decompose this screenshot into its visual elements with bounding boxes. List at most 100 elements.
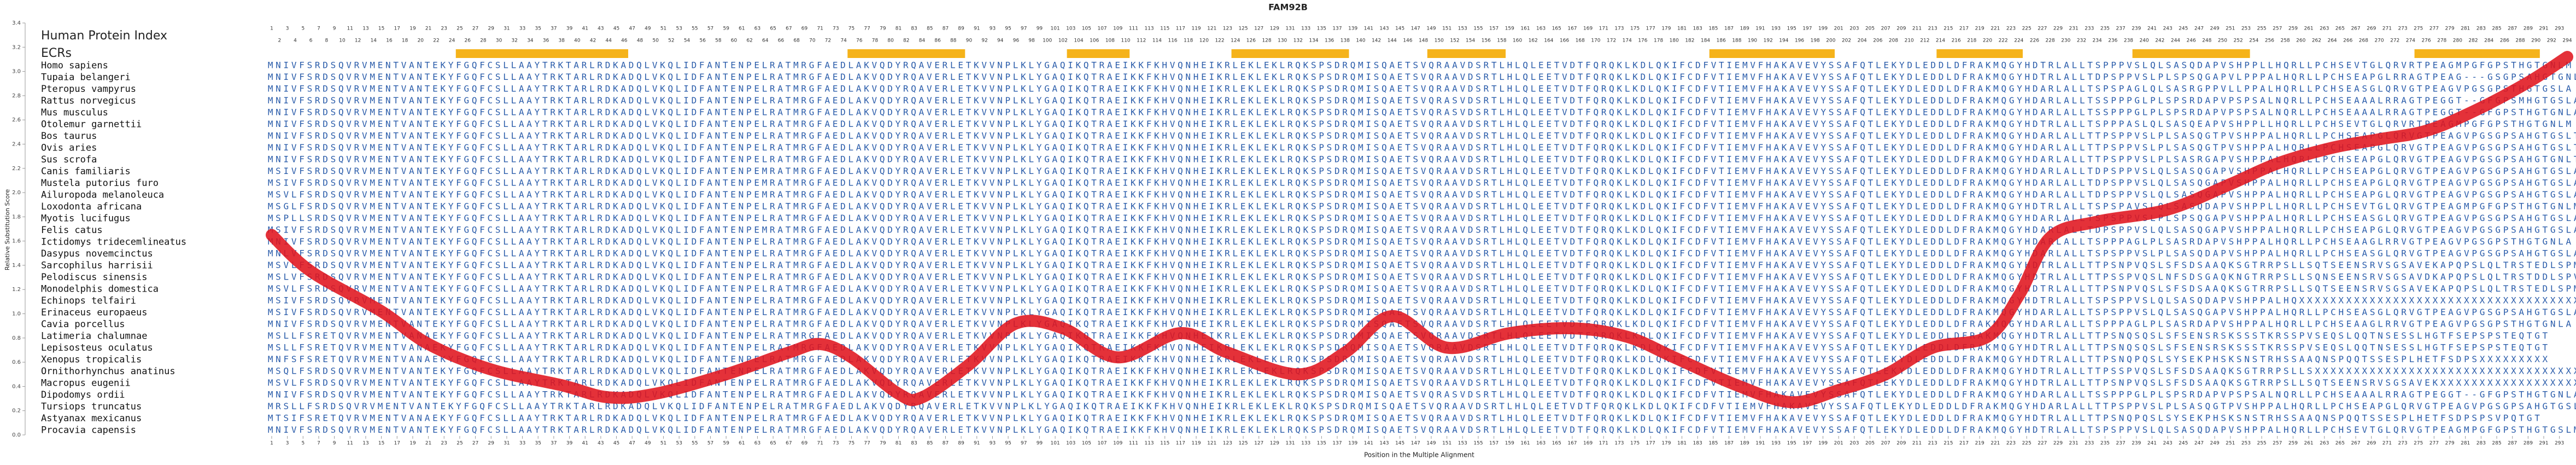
position-label: 86: [934, 38, 941, 44]
position-label: 110: [1121, 38, 1130, 44]
position-label: 169: [1583, 26, 1593, 32]
position-label: 39: [566, 441, 573, 446]
position-label: 171: [1599, 441, 1608, 446]
ecr-bar: [2414, 49, 2540, 58]
position-label: 247: [2194, 26, 2204, 32]
position-label: 71: [817, 26, 823, 32]
position-label: 53: [676, 26, 682, 32]
x-axis-label: Position in the Multiple Alignment: [1364, 451, 1474, 459]
position-label: 269: [2367, 26, 2376, 32]
position-label: 23: [441, 441, 447, 446]
species-name: Lepisosteus oculatus: [41, 342, 153, 353]
sequence: MNIVFSRDSQVRVMENTVANTEKYFGQFCSLLAAYTRKTA…: [268, 425, 2576, 435]
position-label: 205: [1865, 26, 1875, 32]
position-label: 230: [2061, 38, 2070, 44]
position-label: 32: [512, 38, 518, 44]
sequence: MSLLFSRETQVRVMENTVANAEKYFGQFCSLLAAYTRKTA…: [268, 330, 2548, 341]
position-label: 279: [2445, 441, 2454, 446]
position-label: 266: [2343, 38, 2352, 44]
y-tick-label: 2.8: [12, 93, 21, 99]
y-tick-label: 3.0: [12, 69, 21, 75]
position-label: 170: [1591, 38, 1600, 44]
ecr-bar: [455, 49, 629, 58]
position-label: 271: [2382, 441, 2392, 446]
sequence: MNIVFSRDSQVRVMENTVANTEKYFGQFCSLLAAYTRKTA…: [268, 72, 2576, 82]
species-name: Sus scrofa: [41, 154, 97, 165]
sequence: MNLVFSRDSQVRVMENTVANTEKYFGQFCSLLAAYTRKTA…: [268, 248, 2576, 259]
y-tick-label: 0.6: [12, 359, 21, 365]
position-label: 107: [1097, 441, 1106, 446]
position-label: 275: [2414, 26, 2423, 32]
position-label: 157: [1489, 441, 1498, 446]
position-label: 77: [864, 26, 870, 32]
position-label: 164: [1544, 38, 1553, 44]
position-label: 186: [1717, 38, 1726, 44]
position-label: 57: [707, 441, 713, 446]
sequence: MTSIFSRETQVRVMENTVANAEKYFGQFCSLLAAYTRKTA…: [268, 413, 2540, 423]
position-label: 215: [1943, 26, 1953, 32]
position-label: 168: [1576, 38, 1585, 44]
position-label: 24: [449, 38, 455, 44]
position-label: 217: [1959, 26, 1969, 32]
position-label: 184: [1701, 38, 1710, 44]
position-label: 8: [325, 38, 328, 44]
position-label: 49: [645, 441, 651, 446]
position-label: 181: [1677, 26, 1687, 32]
position-label: 221: [1990, 26, 2000, 32]
position-label: 108: [1105, 38, 1115, 44]
position-label: 104: [1074, 38, 1084, 44]
position-label: 211: [1912, 441, 1922, 446]
species-name: Cavia porcellus: [41, 319, 125, 330]
position-label: 275: [2414, 441, 2423, 446]
position-label: 280: [2453, 38, 2462, 44]
position-label: 229: [2053, 441, 2063, 446]
position-label: 102: [1058, 38, 1068, 44]
sequence: MNIVFSRDSQVRVMENTVANTEKYFGQFCSLLAAYTRKTA…: [268, 154, 2576, 165]
position-label: 7: [317, 26, 320, 32]
position-label: 35: [535, 26, 541, 32]
position-label: 118: [1184, 38, 1193, 44]
position-label: 147: [1411, 26, 1420, 32]
position-label: 202: [1842, 38, 1851, 44]
position-label: 193: [1771, 26, 1781, 32]
position-label: 81: [895, 441, 901, 446]
position-label: 117: [1176, 441, 1185, 446]
position-label: 91: [974, 441, 980, 446]
position-label: 232: [2077, 38, 2086, 44]
position-label: 44: [606, 38, 612, 44]
position-label: 244: [2171, 38, 2180, 44]
species-name: Ailuropoda melanoleuca: [41, 190, 164, 201]
position-label: 206: [1873, 38, 1882, 44]
position-label: 228: [2046, 38, 2055, 44]
position-label: 1: [270, 441, 273, 446]
position-label: 13: [362, 26, 368, 32]
species-name: Canis familiaris: [41, 166, 131, 177]
position-label: 267: [2351, 441, 2360, 446]
y-tick-label: 3.2: [12, 44, 21, 50]
position-label: 179: [1661, 26, 1671, 32]
position-label: 129: [1270, 26, 1279, 32]
position-label: 7: [317, 441, 320, 446]
position-label: 253: [2241, 26, 2251, 32]
position-label: 289: [2524, 26, 2533, 32]
position-label: 219: [1975, 441, 1984, 446]
position-label: 84: [919, 38, 926, 44]
position-label: 177: [1646, 441, 1655, 446]
position-label: 12: [355, 38, 361, 44]
position-label: 125: [1238, 26, 1248, 32]
position-label: 43: [598, 26, 604, 32]
position-label: 208: [1889, 38, 1898, 44]
species-name: Mus musculus: [41, 107, 108, 118]
position-label: 26: [465, 38, 471, 44]
position-label: 116: [1168, 38, 1177, 44]
position-label: 157: [1489, 26, 1498, 32]
ecr-label: ECRs: [41, 47, 72, 60]
position-label: 223: [2006, 26, 2016, 32]
position-label: 91: [974, 26, 980, 32]
position-label: 17: [394, 441, 400, 446]
position-label: 195: [1787, 441, 1796, 446]
sequence: MSIVFSRDSQVRVMENTVANTEKYFGQFCSLLAAYTRKTA…: [268, 295, 2576, 306]
position-label: 267: [2351, 26, 2360, 32]
species-name: Loxodonta africana: [41, 201, 142, 212]
species-name: Sarcophilus harrisii: [41, 260, 153, 271]
